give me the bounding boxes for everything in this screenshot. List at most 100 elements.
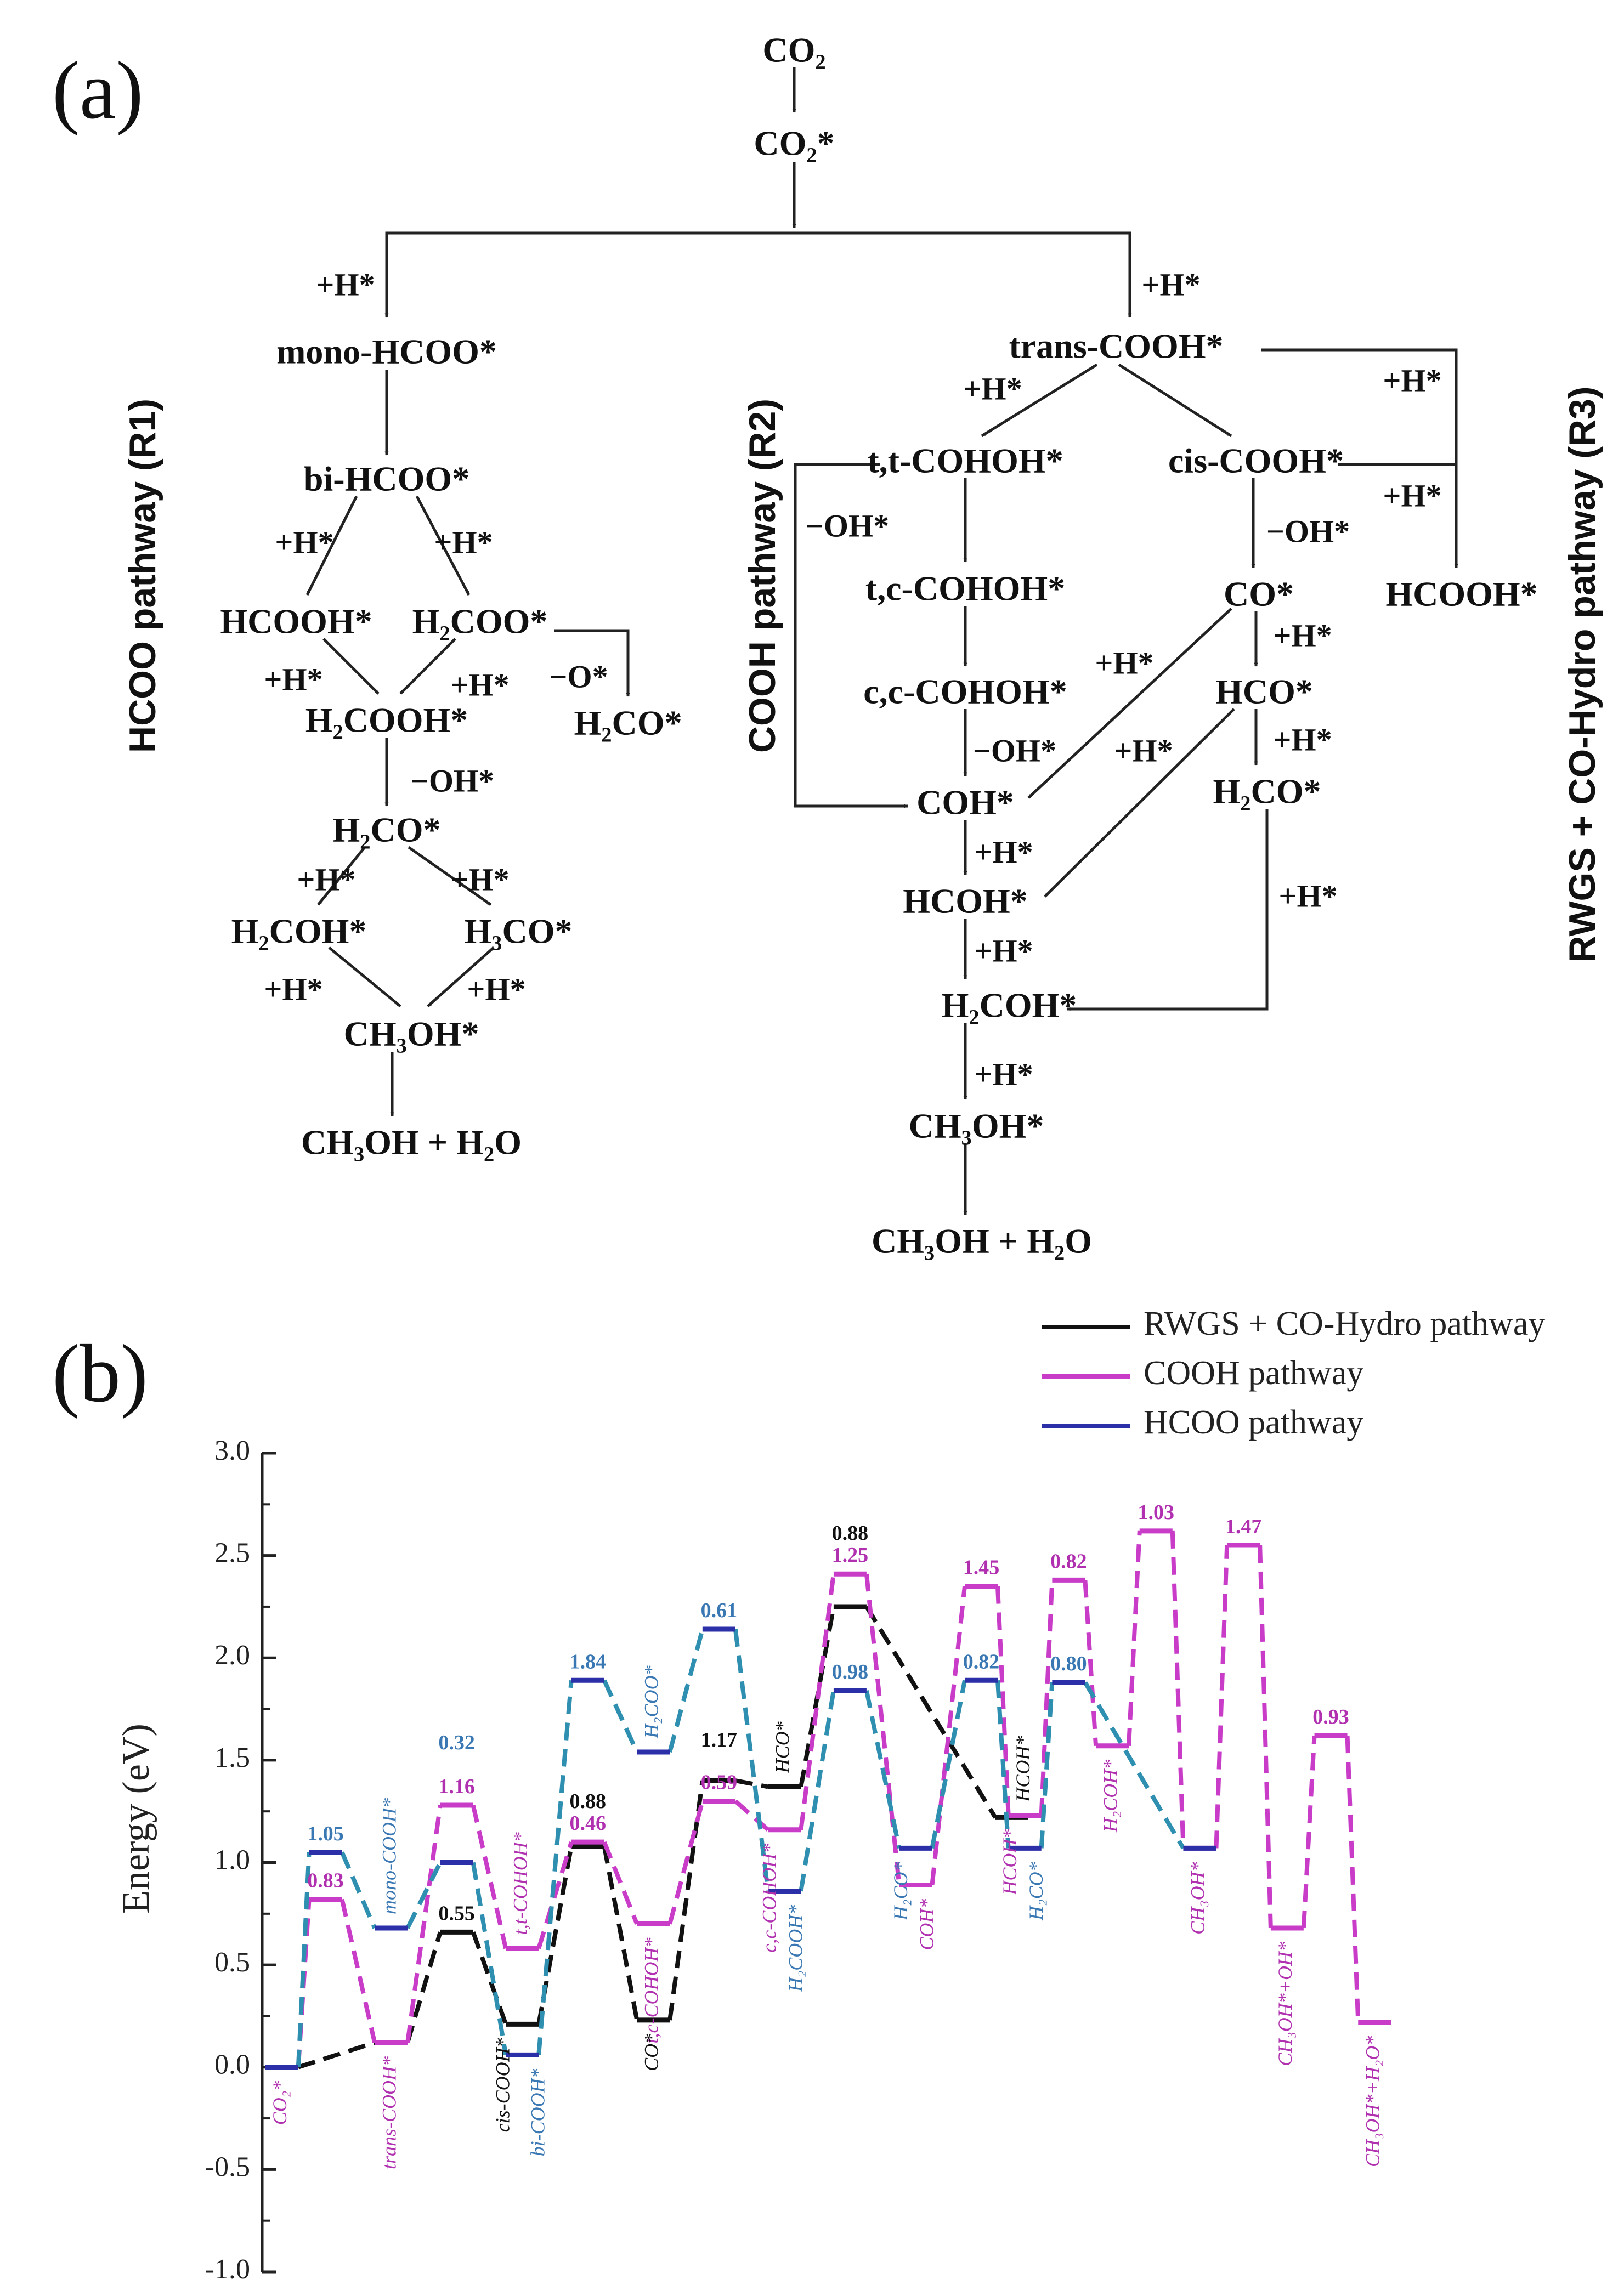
node-tccohoh: t,c-COHOH* — [865, 569, 1065, 608]
node-hcooh2: HCOOH* — [1385, 575, 1537, 614]
node-ttcohoh: t,t-COHOH* — [867, 441, 1063, 480]
step-label: +H* — [264, 661, 322, 697]
profile-connector — [339, 1898, 377, 2043]
node-h2coh1: H₂COH* — [231, 912, 367, 951]
legend-entry: RWGS + CO-Hydro pathway — [1144, 1305, 1545, 1342]
step-label: −OH* — [973, 733, 1056, 768]
node-hcooh1: HCOOH* — [220, 602, 372, 641]
barrier-label: 1.16 — [438, 1775, 475, 1798]
profile-connector — [602, 1841, 639, 1925]
state-label: HCOH* — [1012, 1736, 1034, 1802]
profile-connector — [1214, 1545, 1230, 1849]
state-label: c,c-COHOH* — [759, 1844, 780, 1953]
edge-hcooh-to-h2cooh — [322, 638, 380, 695]
pathway-label-r2: COOH pathway (R2) — [742, 399, 783, 753]
barrier-labels: 1.050.830.321.160.550.880.461.840.611.17… — [307, 1501, 1349, 1925]
legend-entry: COOH pathway — [1144, 1354, 1363, 1392]
state-label: H₂COH* — [1099, 1760, 1121, 1833]
step-label: +H* — [434, 524, 493, 560]
step-label: +H* — [974, 1056, 1033, 1092]
node-co: CO* — [1224, 575, 1294, 614]
profile-connector — [471, 1931, 508, 2025]
y-tick-label: 0.5 — [214, 1947, 250, 1978]
pathway-labels: HCOO pathway (R1) COOH pathway (R2) RWGS +… — [122, 387, 1603, 963]
node-ch3ohg2: CH₃OH + H₂O — [872, 1222, 1092, 1261]
profile-connector — [1258, 1545, 1273, 1929]
y-tick-label: 1.0 — [214, 1844, 250, 1875]
profile-connector — [297, 2040, 376, 2070]
edge-h2coo-to-h2co — [554, 629, 630, 697]
step-label: +H* — [1278, 878, 1337, 914]
profile-connector — [799, 1573, 836, 1830]
profile-connector — [1039, 1580, 1055, 1816]
step-label: −O* — [549, 659, 608, 694]
step-label: +H* — [974, 834, 1033, 870]
state-label: H₂COO* — [641, 1665, 663, 1739]
barrier-label: 1.84 — [569, 1650, 606, 1673]
step-label: +H* — [450, 861, 509, 897]
barrier-label: 0.80 — [1050, 1652, 1087, 1675]
y-axis-title: Energy (eV) — [115, 1724, 157, 1914]
step-label: −OH* — [806, 508, 889, 543]
profile-connector — [471, 1805, 508, 1949]
step-label: +H* — [1141, 267, 1200, 302]
profile-connector — [1127, 1530, 1142, 1746]
barrier-label: 0.59 — [701, 1771, 738, 1794]
profile-connector — [602, 1845, 640, 2021]
y-tick-label: 3.0 — [214, 1435, 250, 1466]
step-label: +H* — [1383, 478, 1441, 513]
node-transcooh: trans-COOH* — [1009, 327, 1223, 366]
step-label: +H* — [1095, 645, 1153, 681]
profile-connector — [405, 1931, 443, 2044]
state-label: trans-COOH* — [378, 2056, 400, 2169]
profile-connector — [1170, 1530, 1186, 1849]
node-hco: HCO* — [1215, 672, 1313, 711]
panel-a-label: (a) — [52, 45, 143, 136]
profile-connector — [1301, 1735, 1317, 1929]
node-h2co_a: H₂CO* — [574, 704, 682, 742]
edge-co-to-coh — [1027, 608, 1232, 799]
node-ch3oh2: CH₃OH* — [909, 1107, 1044, 1146]
node-ch3oh1: CH₃OH* — [344, 1014, 479, 1053]
profile-connector — [1039, 1682, 1055, 1849]
state-label: t,c-COHOH* — [641, 1937, 663, 2043]
state-label: mono-COOH* — [378, 1798, 400, 1914]
node-co2s: CO₂* — [754, 124, 834, 163]
profile-connector — [536, 1680, 574, 2055]
profile-connector — [734, 1799, 769, 1832]
profile-connector — [864, 1690, 902, 1849]
barrier-label: 0.82 — [1050, 1550, 1087, 1573]
state-label: CO₂* — [269, 2081, 291, 2125]
node-coh: COH* — [916, 783, 1014, 822]
step-label: −OH* — [411, 763, 494, 798]
y-tick-label: -1.0 — [205, 2254, 250, 2285]
edge-h3co-to-ch3oh — [427, 946, 495, 1007]
node-ciscooh: cis-COOH* — [1168, 441, 1344, 480]
step-label: −OH* — [1266, 513, 1350, 549]
reaction-network-step-labels: +H* +H* +H* +H* +H* +H* −O* −OH* +H* +H* +H* +H* +H*… — [264, 267, 1441, 1092]
profile-connector — [667, 1800, 705, 1925]
barrier-label: 0.82 — [963, 1650, 1000, 1673]
step-label: +H* — [1273, 722, 1332, 757]
state-label: H₂CO* — [1025, 1862, 1047, 1921]
state-label: CO* — [641, 2034, 663, 2071]
barrier-label: 1.25 — [832, 1544, 869, 1567]
state-label: H₂COOH* — [785, 1905, 807, 1993]
edge-trans-to-ttcohoh — [981, 363, 1098, 438]
state-label: CH₃OH* — [1187, 1862, 1209, 1935]
profile-connector — [735, 1778, 769, 1789]
barrier-label: 1.03 — [1138, 1501, 1175, 1524]
pathway-label-r3: RWGS + CO-Hydro pathway (R3) — [1561, 387, 1603, 963]
state-label: HCO* — [772, 1721, 794, 1773]
profile-connector — [667, 1628, 705, 1753]
edge-h2coo-to-h2cooh — [399, 638, 456, 695]
profile-connector — [930, 1680, 967, 1849]
y-tick-label: 0.0 — [214, 2049, 250, 2080]
profile-connector — [733, 1629, 771, 1892]
edge-ttcohoh-to-coh — [794, 463, 908, 808]
edge-bihcoo-to-h2coo — [415, 495, 471, 596]
step-label: +H* — [316, 267, 375, 302]
node-co2g: CO₂ — [762, 31, 825, 70]
step-label: +H* — [297, 861, 355, 897]
state-label: CH₃OH*+H₂O* — [1362, 2036, 1384, 2167]
